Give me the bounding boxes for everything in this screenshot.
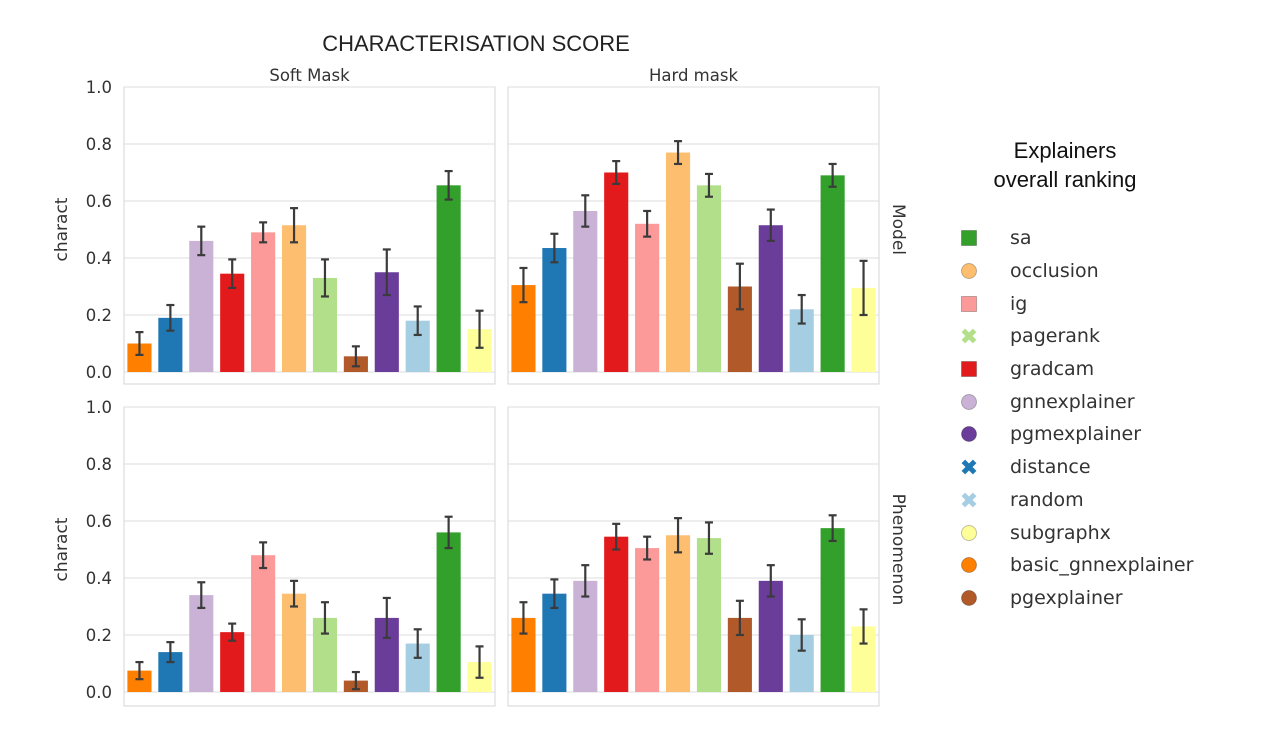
chart-title: CHARACTERISATION SCORE (322, 31, 630, 56)
legend-title-line-2: overall ranking (993, 167, 1137, 192)
legend-item-basic_gnnexplainer: basic_gnnexplainer (950, 549, 1250, 582)
y-tick-label: 0.6 (86, 192, 112, 211)
panel-frame (123, 406, 496, 707)
panel-model-hard-mask (507, 86, 880, 385)
legend-label: gnnexplainer (1010, 390, 1135, 413)
legend-marker-circle-icon (956, 260, 982, 282)
bar-ig (251, 232, 276, 372)
column-header-0: Soft Mask (269, 66, 350, 85)
column-header-1: Hard mask (649, 66, 739, 85)
row-header-0: Model (888, 204, 908, 255)
y-axis-label: charact (52, 197, 72, 261)
legend-marker-circle-icon (956, 554, 982, 576)
panel-phenomenon-soft-mask: 0.0 0.2 0.4 0.6 0.8 1.0 charact (52, 398, 496, 707)
y-tick-label: 0.2 (86, 306, 112, 325)
bar-gnnexplainer (573, 580, 598, 692)
legend-label: pgmexplainer (1010, 423, 1142, 446)
legend-label: random (1010, 488, 1084, 511)
y-tick-label: 0.8 (86, 455, 112, 474)
bar-basic_gnnexplainer (127, 670, 152, 692)
bar-occlusion (665, 535, 691, 692)
legend-label: sa (1010, 227, 1032, 250)
legend-item-random: random (950, 484, 1250, 517)
legend-marker-square-icon (956, 358, 982, 380)
legend-title: Explainers overall ranking (950, 136, 1180, 194)
legend-label: distance (1010, 456, 1091, 479)
legend-item-sa: sa (950, 222, 1250, 255)
bar-sa (436, 532, 461, 692)
row-header-1: Phenomenon (888, 494, 908, 606)
panel-frame (123, 86, 496, 385)
legend-label: basic_gnnexplainer (1010, 554, 1194, 577)
y-tick-label: 0.4 (86, 569, 112, 588)
legend-list: sa occlusion ig pagerank gradcam gnnexplainer… (950, 222, 1250, 614)
legend-label: pagerank (1010, 325, 1100, 348)
bar-sa (820, 175, 845, 372)
bar-occlusion (665, 152, 691, 372)
bar-gnnexplainer (189, 595, 214, 692)
legend-item-gradcam: gradcam (950, 353, 1250, 386)
legend-marker-x-icon (956, 489, 982, 511)
bar-pgmexplainer (758, 580, 783, 692)
legend-item-pgmexplainer: pgmexplainer (950, 418, 1250, 451)
bar-distance (542, 248, 567, 372)
legend-marker-square-icon (956, 293, 982, 315)
bar-sa (436, 185, 461, 372)
bar-gradcam (220, 632, 245, 692)
legend-item-subgraphx: subgraphx (950, 516, 1250, 549)
bar-distance (542, 593, 567, 692)
legend-item-pagerank: pagerank (950, 320, 1250, 353)
bar-occlusion (281, 225, 307, 372)
bar-pgmexplainer (758, 225, 783, 372)
bar-ig (635, 548, 660, 692)
panel-phenomenon-hard-mask (507, 406, 880, 707)
bar-ig (251, 555, 276, 692)
legend-marker-circle-icon (956, 423, 982, 445)
y-axis-label: charact (52, 517, 72, 581)
legend: Explainers overall ranking sa occlusion ig… (950, 136, 1250, 614)
legend-label: pgexplainer (1010, 586, 1123, 609)
bar-ig (635, 223, 660, 372)
y-tick-label: 0.0 (86, 363, 112, 382)
legend-label: ig (1010, 292, 1028, 315)
y-tick-label: 0.6 (86, 512, 112, 531)
legend-marker-circle-icon (956, 587, 982, 609)
bar-pagerank (696, 185, 722, 372)
bar-pagerank (696, 538, 722, 692)
y-tick-label: 0.8 (86, 135, 112, 154)
legend-item-occlusion: occlusion (950, 255, 1250, 288)
legend-item-ig: ig (950, 287, 1250, 320)
legend-label: occlusion (1010, 260, 1099, 283)
bar-gradcam (220, 273, 245, 372)
panel-frame (507, 86, 880, 385)
y-tick-label: 0.4 (86, 249, 112, 268)
legend-marker-circle-icon (956, 391, 982, 413)
bar-gradcam (604, 536, 629, 692)
legend-marker-x-icon (956, 456, 982, 478)
legend-item-gnnexplainer: gnnexplainer (950, 385, 1250, 418)
legend-title-line-1: Explainers (1013, 138, 1117, 163)
legend-label: gradcam (1010, 358, 1095, 381)
facet-grid: Soft Mask Hard maskModelPhenomenon0.00.20… (52, 66, 908, 707)
bar-gradcam (604, 172, 629, 372)
y-tick-label: 1.0 (86, 398, 112, 417)
legend-marker-x-icon (956, 325, 982, 347)
legend-marker-circle-icon (956, 522, 982, 544)
legend-item-distance: distance (950, 451, 1250, 484)
bar-occlusion (281, 593, 307, 692)
panel-frame (507, 406, 880, 707)
y-tick-label: 1.0 (86, 78, 112, 97)
legend-item-pgexplainer: pgexplainer (950, 582, 1250, 615)
panel-model-soft-mask: 0.0 0.2 0.4 0.6 0.8 1.0 charact (52, 78, 496, 385)
legend-label: subgraphx (1010, 521, 1111, 544)
bar-gnnexplainer (573, 210, 598, 372)
y-tick-label: 0.2 (86, 626, 112, 645)
bar-gnnexplainer (189, 240, 214, 372)
bar-sa (820, 528, 845, 692)
y-tick-label: 0.0 (86, 683, 112, 702)
legend-marker-square-icon (956, 227, 982, 249)
